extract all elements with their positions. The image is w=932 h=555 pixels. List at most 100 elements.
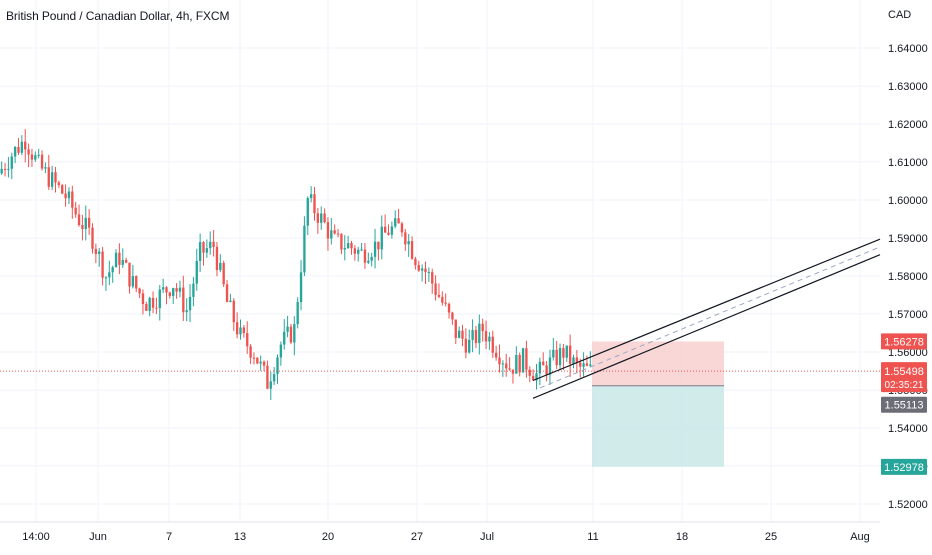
candle-body [209, 241, 212, 249]
price-tick-label: 1.64000 [888, 43, 928, 55]
candle-body [252, 357, 256, 359]
candle-body [508, 368, 511, 370]
candle-body [145, 303, 148, 311]
countdown-text: 02:35:21 [885, 380, 924, 391]
stop-price-label-text: 1.56278 [884, 336, 924, 348]
candle-body [128, 262, 131, 287]
candle-body [47, 167, 50, 187]
candle-body [235, 322, 239, 335]
candle-body [87, 217, 91, 228]
candle-body [346, 242, 350, 249]
price-tick-label: 1.60000 [888, 195, 928, 207]
candle-body [3, 168, 7, 170]
candle-body [464, 338, 468, 353]
candle-body [390, 226, 394, 235]
time-tick-label: Aug [850, 531, 870, 543]
candle-body [232, 300, 235, 323]
candle-body [420, 268, 424, 271]
candle-body [266, 365, 269, 389]
candle-body [579, 362, 582, 367]
candle-body [518, 354, 521, 373]
candle-body [552, 349, 555, 358]
candle-body [380, 226, 383, 250]
candle-body [118, 252, 121, 265]
price-tick-label: 1.56000 [888, 347, 928, 359]
candle-body [528, 369, 531, 376]
candle-body [474, 329, 478, 343]
candle-body [104, 277, 108, 279]
candle-body [320, 213, 323, 223]
current-price-text: 1.55498 [884, 366, 924, 378]
candle-body [249, 346, 252, 358]
candle-body [565, 345, 568, 358]
candle-body [548, 357, 552, 375]
candle-body [484, 331, 488, 342]
candle-body [54, 172, 57, 183]
entry-price-label-bg [881, 396, 927, 413]
candle-body [37, 154, 40, 156]
candle-body [407, 241, 410, 245]
candle-body [161, 287, 165, 290]
candle-body [383, 226, 387, 233]
candle-body [135, 276, 138, 289]
candle-body [172, 288, 175, 296]
candle-body [457, 330, 461, 338]
candle-body [471, 329, 474, 340]
candle-body [451, 312, 454, 320]
trend-channel[interactable] [0, 238, 881, 399]
candle-body [454, 319, 457, 338]
time-tick-label: 18 [676, 531, 688, 543]
time-axis[interactable]: 14:00 Jun 7 13 20 27 Jul 11 18 25 Aug [22, 531, 870, 543]
candle-body [101, 251, 104, 278]
candle-body [269, 381, 272, 389]
candle-body [148, 297, 151, 311]
current-price-label: 1.55498 02:35:21 [881, 362, 927, 393]
candle-body [394, 218, 397, 227]
candle-body [212, 241, 215, 247]
candle-body [491, 336, 494, 353]
price-axis[interactable]: 1.64000 1.63000 1.62000 1.61000 1.60000 1.590… [888, 9, 928, 511]
candle-body [239, 327, 242, 335]
candle-body [447, 303, 451, 313]
candle-body [414, 258, 417, 266]
candle-body [158, 289, 161, 309]
candle-body [525, 348, 528, 370]
candle-body [81, 225, 84, 229]
candle-body [131, 276, 135, 287]
candle-body [444, 302, 447, 304]
candle-body [370, 256, 373, 261]
candle-body [306, 198, 309, 226]
candle-body [303, 225, 306, 273]
candle-body [121, 259, 124, 265]
candle-body [262, 361, 266, 366]
candle-body [582, 363, 585, 367]
price-tick-label: 1.61000 [888, 157, 928, 169]
time-tick-label: 20 [322, 531, 334, 543]
price-tick-label: 1.63000 [888, 81, 928, 93]
stop-price-label: 1.56278 [881, 333, 927, 350]
candle-body [77, 214, 81, 226]
candle-body [44, 167, 47, 169]
candle-body [441, 296, 444, 303]
candle-body [336, 233, 340, 235]
candle-body [138, 288, 141, 294]
candle-body [326, 222, 330, 239]
candle-body [64, 193, 67, 199]
candle-body [377, 241, 380, 250]
time-tick-label: 7 [166, 531, 172, 543]
time-tick-label: 27 [411, 531, 423, 543]
price-tick-label: 1.59000 [888, 233, 928, 245]
candle-body [289, 326, 293, 343]
target-price-label-text: 1.52978 [884, 462, 924, 474]
take-profit-zone [592, 385, 724, 467]
candle-body [498, 357, 501, 365]
candle-body [427, 272, 431, 274]
candle-body [515, 354, 518, 374]
target-price-label-bg [881, 458, 927, 475]
candle-body [74, 207, 77, 215]
candle-body [478, 323, 481, 343]
candle-body [175, 288, 178, 292]
candle-body [360, 249, 363, 251]
